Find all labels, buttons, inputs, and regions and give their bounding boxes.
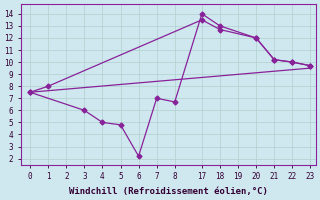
X-axis label: Windchill (Refroidissement éolien,°C): Windchill (Refroidissement éolien,°C): [69, 187, 268, 196]
